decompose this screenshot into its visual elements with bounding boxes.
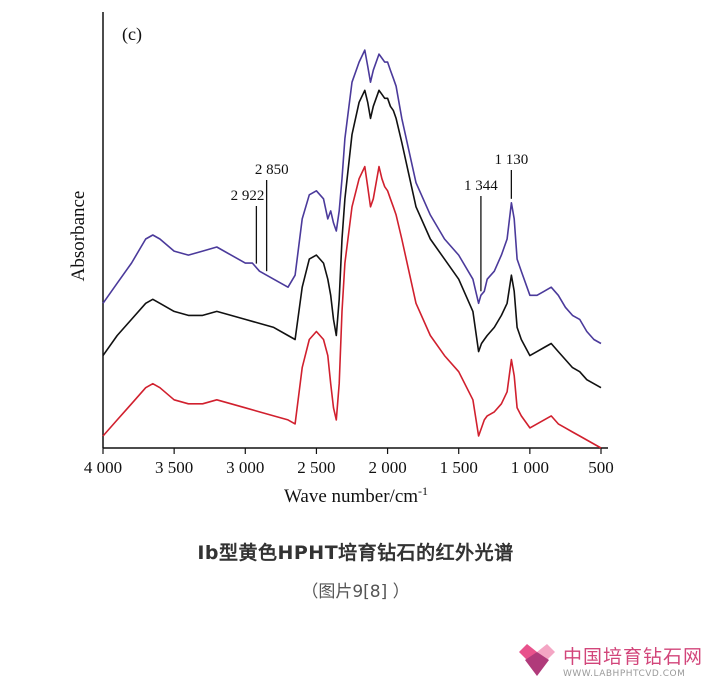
chart-axes	[102, 12, 608, 449]
annotation-label: 2 922	[231, 188, 265, 204]
annotation-label: 1 344	[464, 178, 498, 194]
panel-label: (c)	[122, 24, 142, 45]
x-ticks: 4 000 3 500 3 000 2 500 2 000 1 500 1 000 500	[84, 448, 614, 477]
annotation-label: 2 850	[255, 162, 289, 178]
x-tick-label: 500	[588, 458, 614, 477]
x-tick-label: 2 000	[368, 458, 406, 477]
x-tick-label: 4 000	[84, 458, 122, 477]
x-tick-label: 1 500	[440, 458, 478, 477]
x-tick-label: 1 000	[511, 458, 549, 477]
series-group	[102, 49, 602, 449]
caption-title: Ⅰb型黄色HPHT培育钻石的红外光谱	[197, 542, 514, 564]
x-tick-label: 3 500	[155, 458, 193, 477]
watermark: 中国培育钻石网 WWW.LABHPHTCVD.COM	[517, 640, 703, 680]
x-axis-title-superscript: -1	[418, 484, 428, 498]
x-axis-title: Wave number/cm-1	[284, 484, 428, 507]
peak-annotations: 2 922 2 850 1 344 1 130	[231, 152, 528, 292]
diamond-logo-icon	[518, 644, 555, 676]
x-tick-label: 3 000	[226, 458, 264, 477]
x-tick-label: 2 500	[297, 458, 335, 477]
watermark-url: WWW.LABHPHTCVD.COM	[562, 668, 686, 679]
y-axis-title: Absorbance	[68, 191, 89, 282]
x-axis-title-main: Wave number/cm	[284, 486, 418, 507]
series-line-1	[102, 49, 602, 345]
ir-spectrum-chart: (c) Absorbance Wave number/cm-1 4 000 3 5…	[68, 12, 614, 507]
watermark-site-name: 中国培育钻石网	[562, 645, 703, 668]
caption-subtitle: （图片9[8] ）	[301, 582, 410, 602]
series-line-3	[102, 165, 602, 449]
annotation-label: 1 130	[494, 152, 528, 168]
series-line-2	[102, 89, 602, 389]
